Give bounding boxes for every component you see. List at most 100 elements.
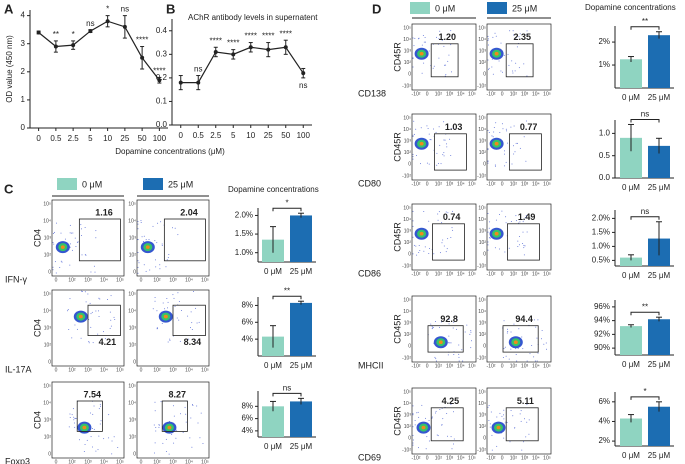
flow-plot bbox=[486, 203, 552, 271]
flow-event bbox=[470, 340, 472, 342]
flow-event bbox=[426, 436, 428, 438]
flow-event bbox=[509, 30, 511, 32]
flow-event bbox=[154, 442, 156, 444]
flow-event bbox=[489, 423, 491, 425]
flow-event bbox=[516, 360, 518, 362]
point bbox=[283, 45, 288, 50]
flow-y-tick: 10³ bbox=[129, 235, 137, 241]
flow-event bbox=[140, 222, 142, 224]
flow-event bbox=[100, 405, 102, 407]
flow-event bbox=[168, 254, 170, 256]
flow-event bbox=[92, 413, 94, 415]
flow-event bbox=[488, 404, 490, 406]
flow-event bbox=[515, 37, 517, 39]
flow-x-tick: 10³ bbox=[169, 367, 177, 373]
flow-event bbox=[412, 253, 414, 255]
flow-x-tick: -10² bbox=[487, 91, 496, 97]
flow-event bbox=[445, 74, 447, 76]
flow-event bbox=[89, 302, 91, 304]
flow-event bbox=[458, 344, 460, 346]
flow-event bbox=[80, 224, 82, 226]
flow-event bbox=[179, 413, 181, 415]
flow-event bbox=[443, 152, 445, 154]
flow-event bbox=[421, 72, 423, 74]
point bbox=[71, 43, 76, 48]
legend-swatch bbox=[57, 178, 77, 190]
bar bbox=[290, 401, 312, 437]
flow-event bbox=[88, 340, 90, 342]
flow-event bbox=[491, 66, 493, 68]
flow-event bbox=[450, 404, 452, 406]
flow-event bbox=[60, 232, 62, 234]
flow-event bbox=[167, 341, 169, 343]
flow-event bbox=[439, 30, 441, 32]
flow-event bbox=[90, 436, 92, 438]
x-tick-label: 2.5 bbox=[210, 131, 222, 140]
flow-event bbox=[167, 257, 169, 259]
flow-event bbox=[109, 311, 111, 313]
gate-value: 1.20 bbox=[439, 32, 457, 42]
flow-event bbox=[97, 449, 99, 451]
flow-event bbox=[89, 412, 91, 414]
flow-event bbox=[138, 262, 140, 264]
flow-y-tick: 10⁴ bbox=[403, 217, 411, 223]
flow-event bbox=[524, 217, 526, 219]
flow-event bbox=[440, 163, 442, 165]
flow-event bbox=[87, 293, 89, 295]
flow-event bbox=[177, 234, 179, 236]
flow-event bbox=[145, 270, 147, 272]
flow-event bbox=[492, 136, 494, 138]
flow-y-tick: -10² bbox=[477, 355, 486, 361]
gate bbox=[78, 218, 121, 262]
flow-event bbox=[487, 148, 489, 150]
flow-event bbox=[88, 342, 90, 344]
flow-event bbox=[412, 434, 414, 436]
flow-event bbox=[188, 338, 190, 340]
gate bbox=[432, 223, 465, 261]
flow-event bbox=[435, 360, 437, 362]
flow-event bbox=[487, 160, 489, 162]
flow-x-tick: 10⁵ bbox=[116, 367, 124, 373]
flow-event bbox=[503, 418, 505, 420]
flow-x-tick: 10⁵ bbox=[201, 367, 209, 373]
flow-x-tick: 10⁵ bbox=[543, 363, 551, 369]
flow-event bbox=[498, 60, 500, 62]
flow-event bbox=[428, 440, 430, 442]
flow-y-tick: 10⁴ bbox=[478, 309, 486, 315]
flow-event bbox=[528, 433, 530, 435]
flow-event bbox=[433, 253, 435, 255]
flow-event bbox=[196, 405, 198, 407]
flow-y-tick: 10⁴ bbox=[478, 37, 486, 43]
significance: **** bbox=[153, 67, 165, 76]
flow-event bbox=[432, 67, 434, 69]
flow-event bbox=[113, 316, 115, 318]
flow-event bbox=[73, 416, 75, 418]
flow-x-tick: -10² bbox=[487, 363, 496, 369]
flow-event bbox=[91, 427, 93, 429]
flow-event bbox=[487, 38, 489, 40]
flow-event bbox=[93, 428, 95, 430]
significance: ns bbox=[86, 19, 94, 28]
flow-event bbox=[412, 439, 414, 441]
flow-event bbox=[436, 152, 438, 154]
flow-event bbox=[99, 423, 101, 425]
flow-event bbox=[412, 66, 414, 68]
flow-event bbox=[487, 249, 489, 251]
flow-event bbox=[155, 266, 157, 268]
flow-event bbox=[503, 348, 505, 350]
flow-event bbox=[155, 426, 157, 428]
flow-event bbox=[53, 243, 55, 245]
flow-event bbox=[494, 165, 496, 167]
flow-event bbox=[414, 420, 416, 422]
y-tick-label: 2.0% bbox=[235, 211, 253, 220]
flow-event bbox=[412, 405, 414, 407]
flow-y-tick: 10³ bbox=[129, 417, 137, 423]
flow-event bbox=[470, 331, 472, 333]
gate bbox=[161, 400, 188, 432]
flow-event bbox=[71, 414, 73, 416]
flow-event bbox=[425, 448, 427, 450]
flow-event bbox=[441, 222, 443, 224]
flow-event bbox=[412, 414, 414, 416]
flow-event bbox=[180, 309, 182, 311]
flow-y-label: CD45R bbox=[392, 222, 402, 252]
